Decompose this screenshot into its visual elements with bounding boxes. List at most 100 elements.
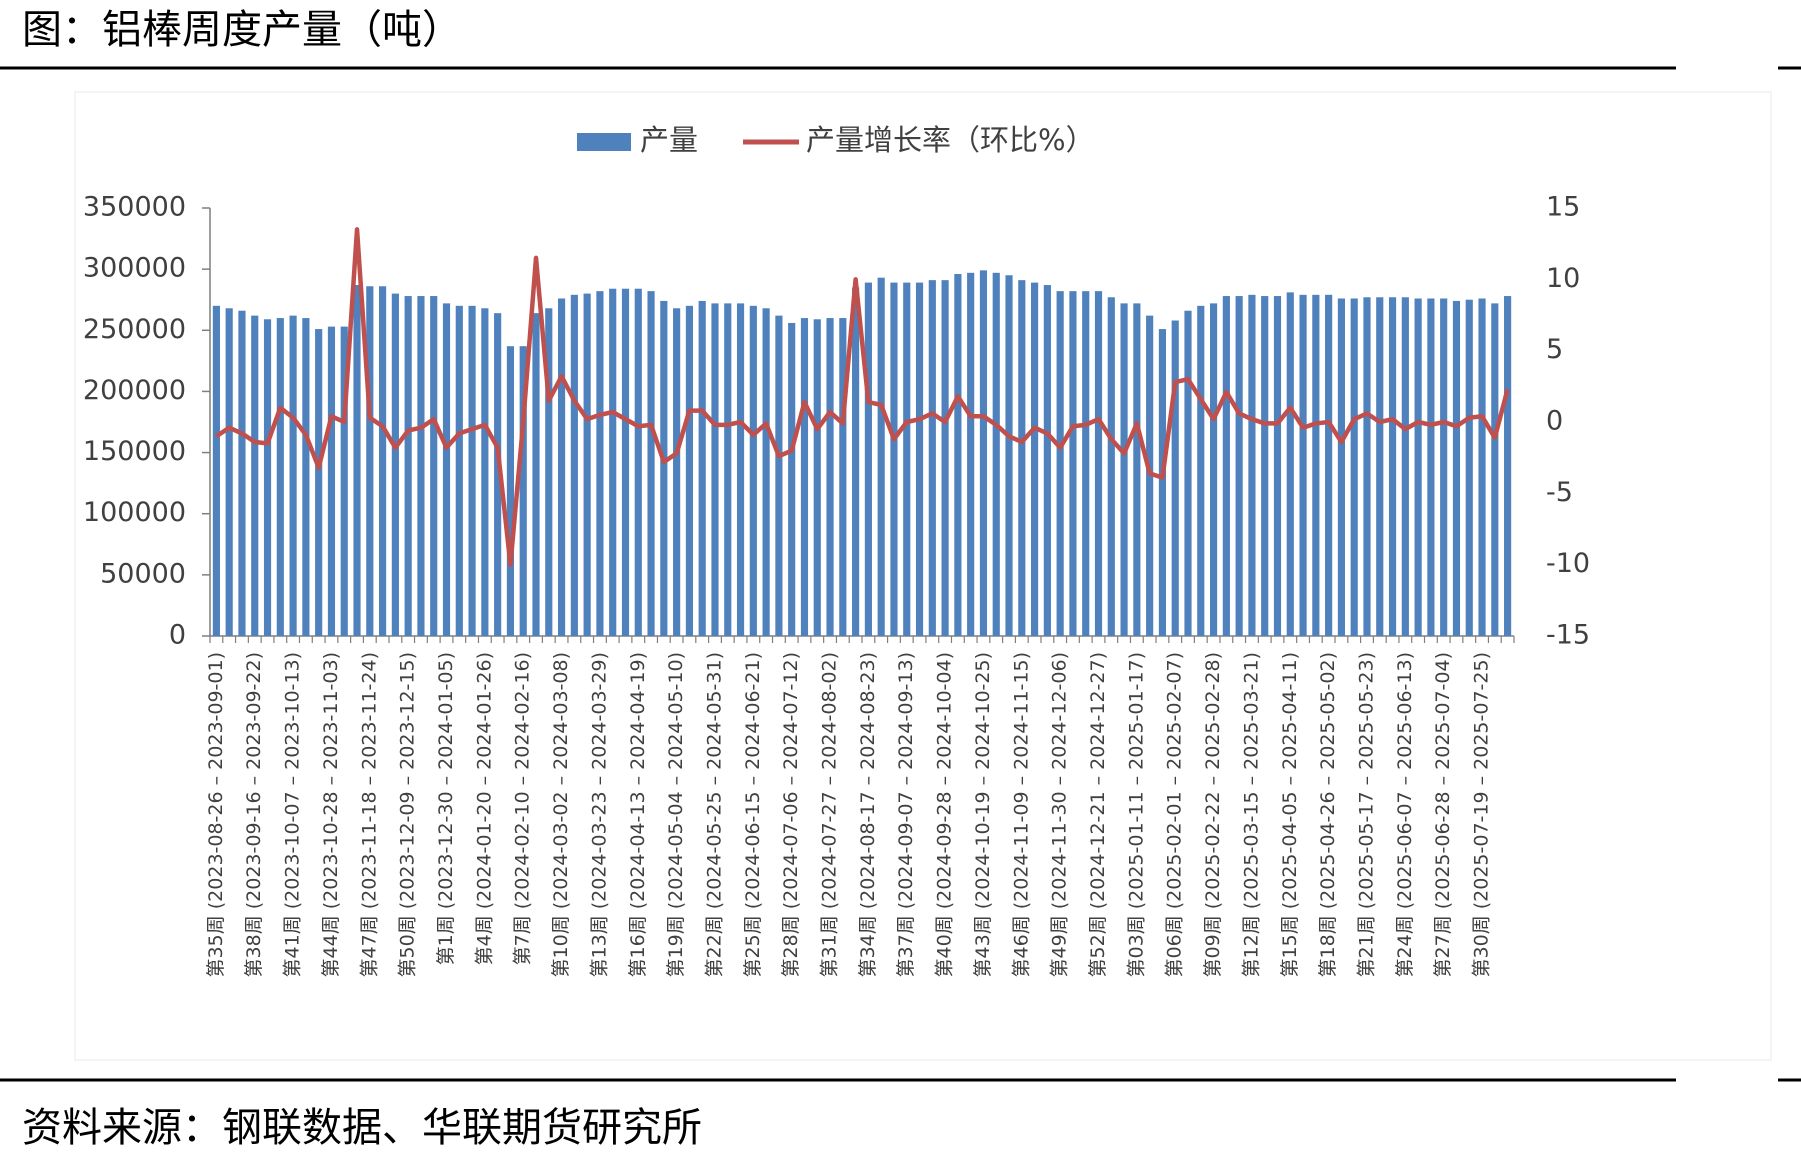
bar: [1043, 285, 1051, 636]
y2-tick-label: -5: [1546, 477, 1573, 508]
bar: [711, 303, 719, 636]
chart-frame: [74, 91, 1772, 1061]
bar: [1094, 291, 1103, 636]
bar: [621, 288, 630, 636]
bar: [276, 318, 284, 636]
y2-tick-label: 15: [1546, 192, 1580, 223]
bar: [251, 315, 259, 636]
bar: [391, 293, 399, 636]
bar: [1031, 282, 1039, 636]
bar: [647, 291, 655, 636]
bar: [1235, 296, 1243, 636]
bar: [481, 308, 489, 636]
bar: [762, 308, 770, 636]
bar: [736, 303, 745, 636]
bar: [915, 282, 924, 636]
bar: [570, 294, 578, 636]
bar: [238, 310, 246, 636]
x-tick-label: 第31周 (2024-07-27 – 2024-08-02): [819, 652, 841, 977]
x-tick-label: 第35周 (2023-08-26 – 2023-09-01): [205, 652, 227, 977]
bar: [903, 282, 911, 636]
bar: [698, 300, 706, 636]
bar: [685, 305, 693, 636]
bar: [532, 313, 540, 636]
legend-label: 产量增长率（环比%）: [806, 123, 1095, 157]
x-tick-label: 第4周 (2024-01-20 – 2024-01-26): [473, 652, 495, 965]
bar: [366, 286, 374, 636]
y-tick-label: 250000: [83, 314, 186, 345]
bar: [1273, 296, 1282, 636]
bar: [1133, 303, 1141, 636]
y-tick-label: 150000: [83, 436, 186, 467]
bar: [340, 326, 348, 636]
x-tick-label: 第06周 (2025-02-01 – 2025-02-07): [1164, 652, 1186, 977]
legend-label: 产量: [640, 123, 698, 157]
bar: [1440, 298, 1448, 636]
y2-tick-label: -10: [1546, 548, 1590, 579]
x-tick-label: 第30周 (2025-07-19 – 2025-07-25): [1471, 652, 1493, 977]
source-note: 资料来源：钢联数据、华联期货研究所: [22, 1105, 702, 1151]
x-tick-label: 第21周 (2025-05-17 – 2025-05-23): [1355, 652, 1377, 977]
bar: [1465, 299, 1473, 636]
bar: [1209, 303, 1218, 636]
bar: [1248, 294, 1256, 636]
bar: [1197, 305, 1205, 636]
bar: [813, 319, 821, 636]
bar: [941, 280, 949, 636]
bar: [404, 296, 412, 636]
bar: [609, 288, 617, 636]
bar: [545, 308, 553, 636]
bar: [1107, 297, 1115, 636]
bar: [225, 308, 233, 636]
bar: [583, 293, 591, 636]
bar: [1171, 320, 1179, 636]
bar: [1312, 294, 1320, 636]
bar: [263, 319, 272, 636]
bar: [749, 305, 757, 636]
x-tick-label: 第37周 (2024-09-07 – 2024-09-13): [895, 652, 917, 977]
bar: [954, 274, 962, 636]
x-tick-label: 第12周 (2025-03-15 – 2025-03-21): [1240, 652, 1262, 977]
x-tick-label: 第44周 (2023-10-28 – 2023-11-03): [320, 652, 342, 977]
bar: [1222, 296, 1230, 636]
legend-swatch: [577, 133, 631, 151]
x-tick-label: 第25周 (2024-06-15 – 2024-06-21): [742, 652, 764, 977]
y2-tick-label: 10: [1546, 263, 1580, 294]
bar: [660, 300, 668, 636]
bar: [212, 305, 220, 636]
bar: [557, 298, 566, 636]
bar: [1388, 297, 1397, 636]
bar: [724, 303, 732, 636]
x-tick-label: 第34周 (2024-08-17 – 2024-08-23): [857, 652, 879, 977]
x-tick-label: 第41周 (2023-10-07 – 2023-10-13): [282, 652, 304, 977]
bar: [1018, 280, 1026, 636]
x-tick-label: 第27周 (2025-06-28 – 2025-07-04): [1432, 652, 1454, 977]
bar: [1082, 291, 1090, 636]
bar: [494, 313, 502, 636]
bar: [775, 315, 783, 636]
y-tick-label: 200000: [83, 375, 186, 406]
bar: [1184, 310, 1192, 636]
x-tick-label: 第19周 (2024-05-04 – 2024-05-10): [665, 652, 687, 977]
x-tick-label: 第09周 (2025-02-22 – 2025-02-28): [1202, 652, 1224, 977]
bar: [634, 288, 642, 636]
bar: [1261, 296, 1269, 636]
x-tick-label: 第1周 (2023-12-30 – 2024-01-05): [435, 652, 457, 965]
bar: [1299, 294, 1307, 636]
x-tick-label: 第16周 (2024-04-13 – 2024-04-19): [627, 652, 649, 977]
bar: [673, 308, 681, 636]
bar: [327, 326, 336, 636]
y2-tick-label: 0: [1546, 406, 1563, 437]
bar: [289, 315, 297, 636]
bar: [315, 329, 323, 636]
bar: [1337, 298, 1345, 636]
y-tick-label: 350000: [83, 192, 186, 223]
bar: [1401, 297, 1409, 636]
y-tick-label: 0: [169, 620, 186, 651]
bar: [928, 280, 936, 636]
x-tick-label: 第43周 (2024-10-19 – 2024-10-25): [972, 652, 994, 977]
bar: [877, 277, 885, 636]
bar: [852, 287, 860, 636]
